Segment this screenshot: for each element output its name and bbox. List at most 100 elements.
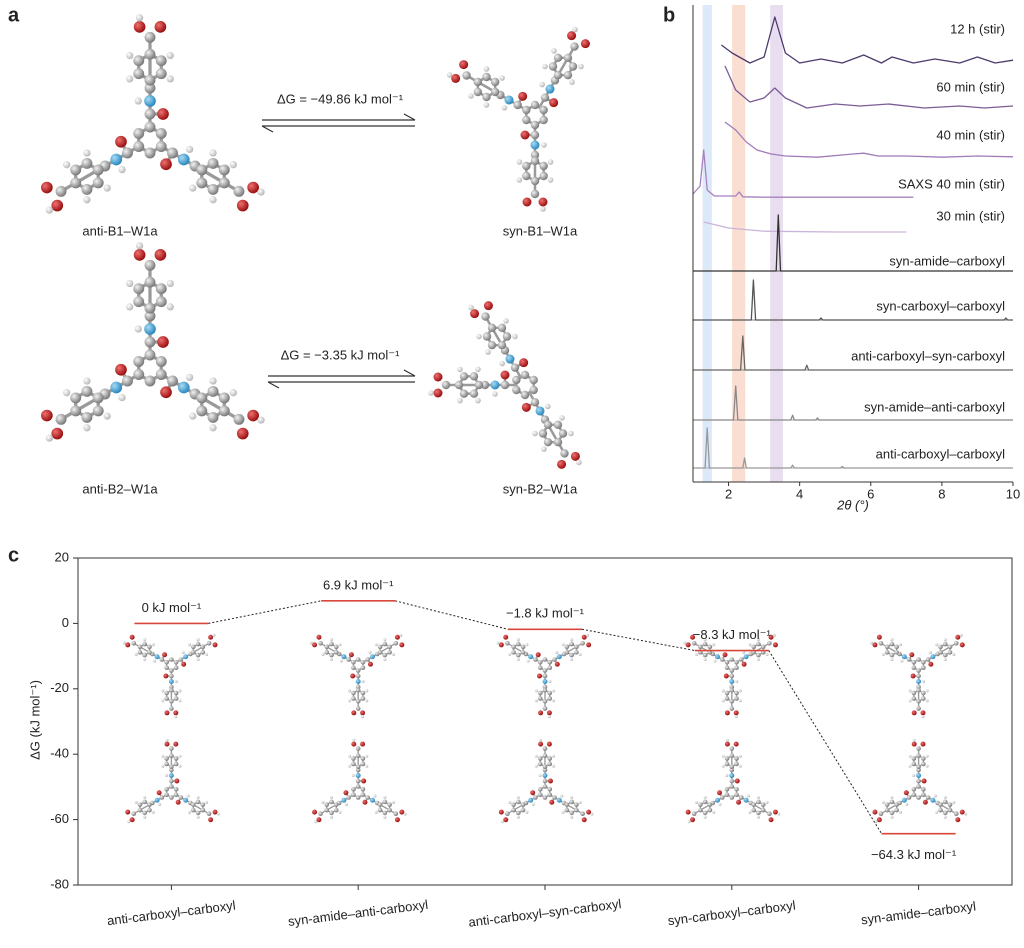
atom — [547, 159, 554, 165]
atom — [350, 673, 356, 679]
atom — [482, 92, 491, 102]
atom — [756, 815, 761, 819]
atom — [707, 644, 713, 650]
atom — [382, 799, 388, 805]
atom — [576, 459, 582, 466]
atom — [497, 340, 507, 350]
atom — [393, 811, 399, 817]
atom — [724, 756, 730, 761]
atom — [725, 773, 729, 778]
atom — [522, 171, 531, 181]
atom — [572, 26, 578, 33]
atom — [229, 389, 237, 397]
atom — [218, 164, 230, 176]
atom — [751, 644, 757, 650]
trace-label: 30 min (stir) — [936, 208, 1005, 223]
atom — [733, 741, 739, 747]
atom — [207, 411, 219, 423]
atom — [122, 375, 133, 387]
atom — [878, 640, 884, 646]
x-tick-label: 2 — [725, 486, 732, 501]
atom — [542, 795, 548, 800]
atom — [943, 795, 947, 800]
atom — [724, 690, 730, 696]
atom — [522, 161, 531, 171]
x-tick-label: anti-carboxyl–carboxyl — [106, 898, 236, 929]
atom — [881, 800, 885, 804]
atom — [144, 302, 156, 314]
atom — [916, 706, 921, 711]
atom — [542, 767, 548, 773]
atom — [908, 689, 912, 693]
atom — [469, 389, 479, 398]
atom — [45, 434, 54, 442]
atom — [134, 325, 142, 333]
atom — [542, 784, 548, 789]
atom — [925, 764, 929, 768]
atom — [556, 797, 562, 803]
atom — [925, 689, 929, 693]
atom — [928, 661, 934, 667]
atom — [324, 644, 330, 650]
atom — [570, 42, 579, 51]
atom — [756, 799, 761, 805]
atom — [383, 795, 387, 800]
atom — [183, 797, 189, 803]
atom — [174, 679, 178, 684]
atom — [462, 71, 471, 80]
molecule-label: anti-B1–W1a — [82, 223, 158, 238]
atom — [721, 699, 725, 703]
atom — [921, 715, 925, 719]
atom — [446, 72, 453, 78]
atom — [756, 641, 761, 647]
atom — [312, 809, 318, 815]
atom — [729, 767, 735, 773]
atom — [512, 375, 521, 385]
highlight-band — [702, 5, 712, 482]
atom — [890, 815, 894, 819]
atom — [126, 303, 134, 311]
atom — [168, 773, 174, 778]
panel-label: c — [8, 544, 19, 566]
atom — [459, 60, 469, 70]
atom — [729, 795, 735, 800]
atom — [212, 633, 216, 637]
atom — [729, 698, 735, 704]
atom — [490, 77, 500, 87]
atom — [321, 800, 325, 804]
atom — [916, 767, 921, 773]
atom — [516, 652, 521, 658]
atom — [125, 809, 131, 815]
atom — [45, 206, 54, 214]
atom — [153, 659, 157, 663]
atom — [872, 642, 878, 648]
atom — [207, 385, 219, 397]
atom — [538, 773, 542, 778]
atom — [147, 802, 152, 807]
atom — [540, 206, 546, 212]
atom — [156, 790, 162, 796]
atom — [916, 753, 921, 759]
atom — [169, 767, 174, 773]
atom — [324, 802, 330, 807]
x-tick-label: syn-amide–carboxyl — [860, 898, 977, 927]
atom — [943, 815, 947, 819]
atom — [553, 70, 563, 80]
atom — [530, 120, 540, 130]
atom — [925, 754, 929, 758]
atom — [169, 706, 174, 711]
atom — [542, 679, 548, 684]
atom — [590, 812, 594, 816]
atom — [205, 653, 209, 657]
atom — [485, 349, 491, 355]
atom — [196, 405, 208, 417]
atom — [911, 756, 917, 761]
atom — [734, 696, 739, 701]
atom — [160, 158, 172, 171]
atom — [570, 795, 574, 800]
atom — [564, 802, 570, 807]
atom — [473, 77, 483, 87]
atom — [373, 794, 377, 798]
atom — [433, 372, 443, 382]
atom — [734, 778, 740, 784]
